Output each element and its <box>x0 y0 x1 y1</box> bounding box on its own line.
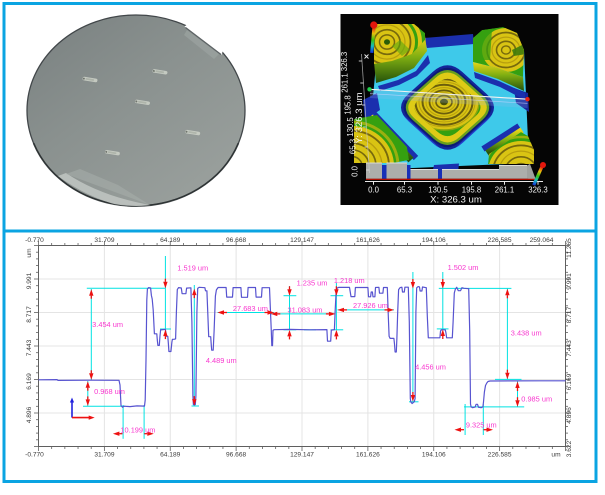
svg-text:259.064: 259.064 <box>530 237 554 244</box>
svg-text:X: 326.3 um: X: 326.3 um <box>430 195 482 206</box>
svg-text:194.106: 194.106 <box>422 452 446 459</box>
svg-text:27.683 um: 27.683 um <box>233 304 268 313</box>
svg-text:1.502 um: 1.502 um <box>448 263 479 272</box>
svg-text:3.454 um: 3.454 um <box>92 320 123 329</box>
svg-text:1.519 um: 1.519 um <box>177 263 208 272</box>
svg-text:226.585: 226.585 <box>488 237 512 244</box>
svg-text:27.926 um: 27.926 um <box>353 301 388 310</box>
svg-text:0.968 um: 0.968 um <box>94 387 125 396</box>
svg-text:4.896: 4.896 <box>566 407 573 424</box>
svg-text:194.106: 194.106 <box>422 237 446 244</box>
svg-text:65.3: 65.3 <box>397 186 412 195</box>
svg-text:129.147: 129.147 <box>290 237 314 244</box>
svg-text:195.8: 195.8 <box>344 95 353 115</box>
svg-text:261.1: 261.1 <box>495 186 515 195</box>
svg-text:64.189: 64.189 <box>160 237 181 244</box>
svg-text:3.622: 3.622 <box>566 440 573 457</box>
svg-text:0.985 um: 0.985 um <box>521 394 552 403</box>
svg-text:130.5: 130.5 <box>346 117 355 137</box>
svg-text:0.0: 0.0 <box>351 165 360 177</box>
svg-text:-0.770: -0.770 <box>25 452 44 459</box>
svg-text:8.717: 8.717 <box>566 306 573 323</box>
svg-text:-0.770: -0.770 <box>25 237 44 244</box>
svg-text:0.0: 0.0 <box>368 186 380 195</box>
svg-text:31.083 um: 31.083 um <box>288 305 323 314</box>
svg-text:9.325 um: 9.325 um <box>466 421 497 430</box>
svg-text:7.443: 7.443 <box>566 340 573 357</box>
svg-text:9.991: 9.991 <box>26 272 33 289</box>
svg-text:226.585: 226.585 <box>488 452 512 459</box>
svg-text:31.709: 31.709 <box>94 452 115 459</box>
svg-text:11.265: 11.265 <box>566 238 573 258</box>
svg-text:161.626: 161.626 <box>356 452 380 459</box>
svg-text:7.443: 7.443 <box>26 339 33 356</box>
svg-text:195.8: 195.8 <box>462 186 482 195</box>
svg-text:129.147: 129.147 <box>290 452 314 459</box>
svg-text:1.235 um: 1.235 um <box>297 278 328 287</box>
svg-text:8.717: 8.717 <box>26 306 33 323</box>
svg-text:326.3: 326.3 <box>340 52 349 72</box>
svg-text:1.218 um: 1.218 um <box>334 276 365 285</box>
svg-text:4.896: 4.896 <box>26 406 33 423</box>
svg-text:65.3: 65.3 <box>349 139 358 154</box>
svg-text:326.3: 326.3 <box>528 186 548 195</box>
svg-text:31.709: 31.709 <box>94 237 115 244</box>
svg-text:64.189: 64.189 <box>160 452 181 459</box>
svg-text:um: um <box>551 452 561 459</box>
svg-text:10.199 um: 10.199 um <box>120 425 155 434</box>
svg-text:9.991: 9.991 <box>566 273 573 290</box>
svg-text:4.489 um: 4.489 um <box>206 356 237 365</box>
svg-text:um: um <box>26 248 33 258</box>
svg-text:3.438 um: 3.438 um <box>511 329 542 338</box>
svg-text:96.668: 96.668 <box>226 452 247 459</box>
svg-text:261.1: 261.1 <box>341 73 350 93</box>
svg-text:6.169: 6.169 <box>26 373 33 390</box>
svg-text:96.668: 96.668 <box>226 237 247 244</box>
svg-text:4.456 um: 4.456 um <box>415 362 446 371</box>
svg-text:6.169: 6.169 <box>566 373 573 390</box>
svg-text:130.5: 130.5 <box>428 186 448 195</box>
svg-text:161.626: 161.626 <box>356 237 380 244</box>
svg-text:Y: 326.3 um: Y: 326.3 um <box>354 92 365 143</box>
